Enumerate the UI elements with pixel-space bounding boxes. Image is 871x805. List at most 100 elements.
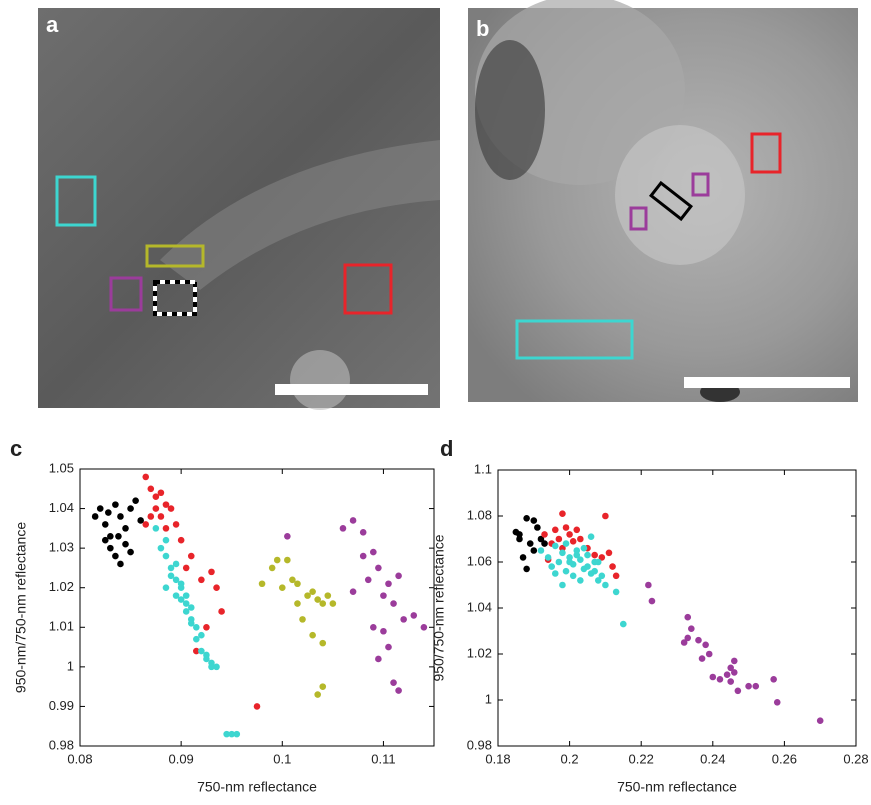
y-axis-label: 950-nm/750-nm reflectance: [13, 522, 29, 693]
scatter-point: [727, 678, 734, 685]
scatter-point: [710, 674, 717, 681]
x-tick-label: 0.09: [168, 751, 193, 766]
scatter-point: [350, 517, 357, 524]
scatter-point: [233, 731, 240, 738]
scatter-point: [649, 598, 656, 605]
scatter-point: [527, 540, 534, 547]
scatter-point: [531, 517, 538, 524]
scatter-point: [584, 552, 591, 559]
scatter-point: [132, 497, 139, 504]
scatter-point: [570, 573, 577, 580]
scatter-point: [770, 676, 777, 683]
scatter-point: [620, 621, 627, 628]
x-axis-label: 750-nm reflectance: [617, 779, 737, 795]
scatter-point: [112, 553, 119, 560]
scatter-point: [724, 671, 731, 678]
scatter-point: [259, 580, 266, 587]
scatter-point: [299, 616, 306, 623]
scatter-point: [645, 582, 652, 589]
scatter-point: [279, 584, 286, 591]
scatter-point: [193, 636, 200, 643]
y-tick-label: 1.1: [474, 461, 492, 476]
scatter-point: [581, 545, 588, 552]
scatter-point: [314, 691, 321, 698]
scatter-point: [370, 549, 377, 556]
scatter-point: [92, 513, 99, 520]
scatter-point: [360, 553, 367, 560]
y-tick-label: 1.02: [49, 579, 74, 594]
scatter-point: [153, 525, 160, 532]
y-tick-label: 1: [67, 658, 74, 673]
scatter-point: [552, 543, 559, 550]
scatter-point: [684, 635, 691, 642]
scatter-point: [168, 505, 175, 512]
image-b: b: [468, 0, 858, 402]
scatter-point: [188, 553, 195, 560]
scatter-point: [183, 600, 190, 607]
scatter-point: [173, 561, 180, 568]
x-tick-label: 0.11: [371, 751, 395, 766]
y-tick-label: 0.98: [467, 737, 492, 752]
scatter-point: [380, 628, 387, 635]
x-tick-label: 0.26: [772, 751, 797, 766]
scatter-point: [330, 600, 337, 607]
scatter-point: [523, 566, 530, 573]
scatter-point: [563, 540, 570, 547]
scatter-point: [173, 521, 180, 528]
scatter-point: [115, 533, 122, 540]
scatter-point: [284, 533, 291, 540]
y-tick-label: 1.05: [49, 460, 74, 475]
scatter-point: [559, 510, 566, 517]
scatter-point: [531, 547, 538, 554]
scatter-point: [695, 637, 702, 644]
scatter-point: [254, 703, 261, 710]
scatter-point: [122, 525, 129, 532]
scatter-point: [294, 580, 301, 587]
scatter-point: [390, 679, 397, 686]
scatter-point: [541, 531, 548, 538]
scatter-point: [340, 525, 347, 532]
scatter-point: [274, 557, 281, 564]
panel-label: c: [10, 436, 22, 461]
panel-label: a: [46, 12, 59, 37]
scatter-point: [774, 699, 781, 706]
y-tick-label: 1.03: [49, 540, 74, 555]
scatter-point: [606, 550, 613, 557]
scatter-point: [752, 683, 759, 690]
scatter-point: [142, 521, 149, 528]
y-tick-label: 0.98: [49, 737, 74, 752]
scatter-point: [198, 577, 205, 584]
scatter-point: [294, 600, 301, 607]
image-a: a: [38, 8, 440, 410]
scatter-point: [360, 529, 367, 536]
scatter-point: [613, 589, 620, 596]
scatter-point: [97, 505, 104, 512]
panel-label: d: [440, 436, 453, 461]
scatter-point: [102, 537, 109, 544]
scatter-point: [163, 537, 170, 544]
y-tick-label: 1: [485, 691, 492, 706]
scatter-point: [588, 533, 595, 540]
scatter-point: [577, 536, 584, 543]
scatter-point: [365, 577, 372, 584]
y-tick-label: 1.02: [467, 645, 492, 660]
x-tick-label: 0.08: [67, 751, 92, 766]
scatter-point: [319, 600, 326, 607]
x-tick-label: 0.24: [700, 751, 725, 766]
scatter-point: [609, 563, 616, 570]
scatter-point: [319, 683, 326, 690]
x-tick-label: 0.28: [843, 751, 868, 766]
scatter-point: [534, 524, 541, 531]
scatter-point: [410, 612, 417, 619]
scatter-point: [731, 669, 738, 676]
scatter-point: [208, 569, 215, 576]
y-tick-label: 1.01: [49, 619, 74, 634]
scatter-point: [127, 505, 134, 512]
y-tick-label: 1.04: [467, 599, 492, 614]
scatter-point: [559, 550, 566, 557]
scatter-point: [573, 527, 580, 534]
scatter-point: [573, 552, 580, 559]
scatter-point: [309, 632, 316, 639]
scatter-point: [370, 624, 377, 631]
scatter-point: [213, 584, 220, 591]
